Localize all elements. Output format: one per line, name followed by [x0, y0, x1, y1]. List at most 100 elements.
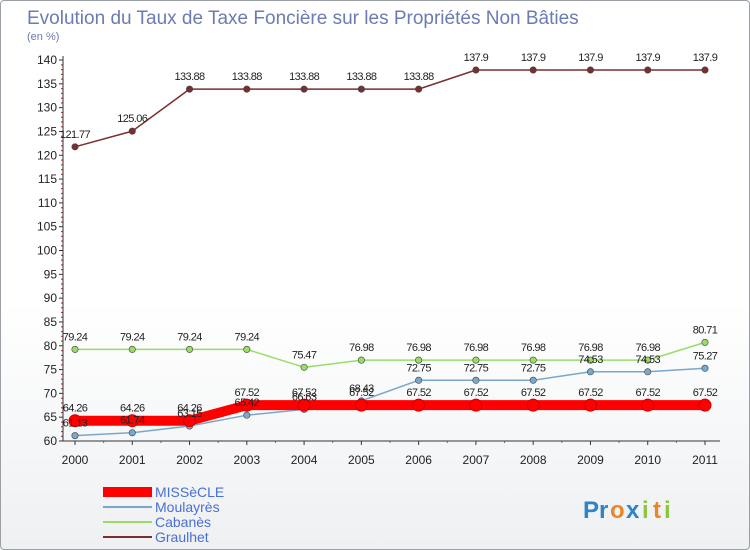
data-point	[128, 345, 136, 353]
data-point	[472, 356, 480, 364]
data-point	[243, 85, 251, 93]
y-minor-tick	[61, 364, 63, 366]
data-point	[529, 376, 537, 384]
data-point	[644, 66, 652, 74]
data-label: 67.52	[693, 387, 718, 399]
y-minor-tick	[61, 340, 63, 342]
data-point	[583, 398, 597, 412]
x-tick-label: 2004	[291, 453, 318, 467]
y-minor-tick	[61, 330, 63, 333]
data-point	[128, 127, 136, 135]
data-point	[357, 85, 365, 93]
data-point	[586, 368, 594, 376]
y-minor-tick	[61, 350, 63, 352]
y-minor-tick	[61, 145, 63, 147]
data-label: 74.53	[578, 354, 603, 366]
data-label: 67.52	[406, 387, 431, 399]
data-label: 137.9	[521, 52, 546, 64]
y-minor-tick	[61, 402, 63, 404]
data-label: 79.24	[177, 331, 202, 343]
x-tick-label: 2006	[405, 453, 432, 467]
data-label: 61.74	[120, 415, 145, 427]
legend-item-misscle: MISSèCLE	[103, 484, 224, 500]
data-label: 133.88	[404, 71, 435, 83]
y-minor-tick	[61, 311, 63, 314]
legend-item-moulayrs: Moulayrès	[103, 499, 220, 515]
y-minor-tick	[61, 78, 63, 80]
y-tick-label: 100	[37, 244, 57, 258]
data-label: 74.53	[635, 354, 660, 366]
data-label: 65.42	[235, 397, 260, 409]
y-minor-tick	[61, 397, 63, 399]
data-point	[240, 398, 254, 412]
data-point	[644, 356, 652, 364]
y-minor-tick	[61, 121, 63, 123]
y-minor-tick	[61, 354, 63, 356]
series-line	[75, 341, 706, 369]
data-label: 80.71	[693, 324, 718, 336]
series-layer	[68, 66, 712, 440]
data-label: 67.52	[521, 387, 546, 399]
y-minor-tick	[61, 383, 63, 385]
data-label: 76.98	[464, 342, 489, 354]
y-minor-tick	[61, 164, 63, 166]
data-label: 76.98	[578, 342, 603, 354]
series-line	[74, 367, 706, 437]
y-minor-tick	[61, 269, 63, 271]
y-minor-tick	[61, 64, 63, 66]
data-label: 66.63	[292, 391, 317, 403]
y-tick-label: 75	[44, 363, 58, 377]
data-point	[186, 345, 194, 353]
data-point	[186, 85, 194, 93]
y-minor-tick	[61, 111, 63, 114]
y-minor-tick	[61, 188, 63, 190]
axes	[62, 56, 720, 442]
data-label: 133.88	[232, 71, 263, 83]
x-tick-label: 2010	[634, 453, 661, 467]
legend-label: Cabanès	[155, 514, 211, 530]
data-point	[183, 414, 197, 428]
data-point	[357, 356, 365, 364]
y-tick-label: 125	[37, 124, 57, 138]
data-label: 75.47	[292, 349, 317, 361]
y-minor-tick	[61, 288, 63, 290]
y-minor-tick	[61, 207, 63, 209]
proxiti-logo: Pr o x i t i	[583, 497, 672, 524]
y-minor-tick	[61, 388, 63, 390]
x-tick-label: 2002	[176, 453, 203, 467]
y-minor-tick	[61, 307, 63, 309]
x-tick-label: 2008	[520, 453, 547, 467]
series-graulhet	[71, 66, 709, 151]
data-point	[698, 398, 712, 412]
data-label: 125.06	[117, 113, 148, 125]
y-tick-label: 110	[38, 196, 57, 210]
data-label: 76.98	[406, 342, 431, 354]
data-point	[297, 398, 311, 412]
data-label: 67.52	[578, 387, 603, 399]
data-point	[243, 345, 251, 353]
legend-item-graulhet: Graulhet	[103, 529, 209, 545]
logo-letter: r	[599, 497, 609, 524]
y-minor-tick	[61, 230, 63, 233]
y-minor-tick	[61, 97, 63, 99]
data-labels: 121.77 125.06 133.88 133.88 133.88 133.88 133.…	[60, 52, 718, 430]
data-point	[415, 376, 423, 384]
data-label: 133.88	[289, 71, 320, 83]
legend-label: Graulhet	[155, 529, 209, 545]
y-minor-tick	[61, 359, 63, 361]
y-minor-tick	[61, 135, 63, 137]
data-point	[71, 432, 79, 440]
y-minor-tick	[61, 221, 63, 223]
legend-label: MISSèCLE	[155, 484, 224, 500]
x-tick-label: 2005	[348, 453, 375, 467]
logo-letter: t	[653, 497, 662, 524]
data-label: 64.26	[177, 403, 202, 415]
y-tick-label: 70	[44, 386, 58, 400]
y-tick-label: 80	[44, 339, 58, 353]
data-point	[644, 368, 652, 376]
data-point	[701, 338, 709, 346]
y-minor-tick	[61, 264, 63, 266]
data-label: 63.15	[177, 408, 202, 420]
data-label: 72.75	[464, 362, 489, 374]
logo-letter: i	[664, 497, 672, 524]
